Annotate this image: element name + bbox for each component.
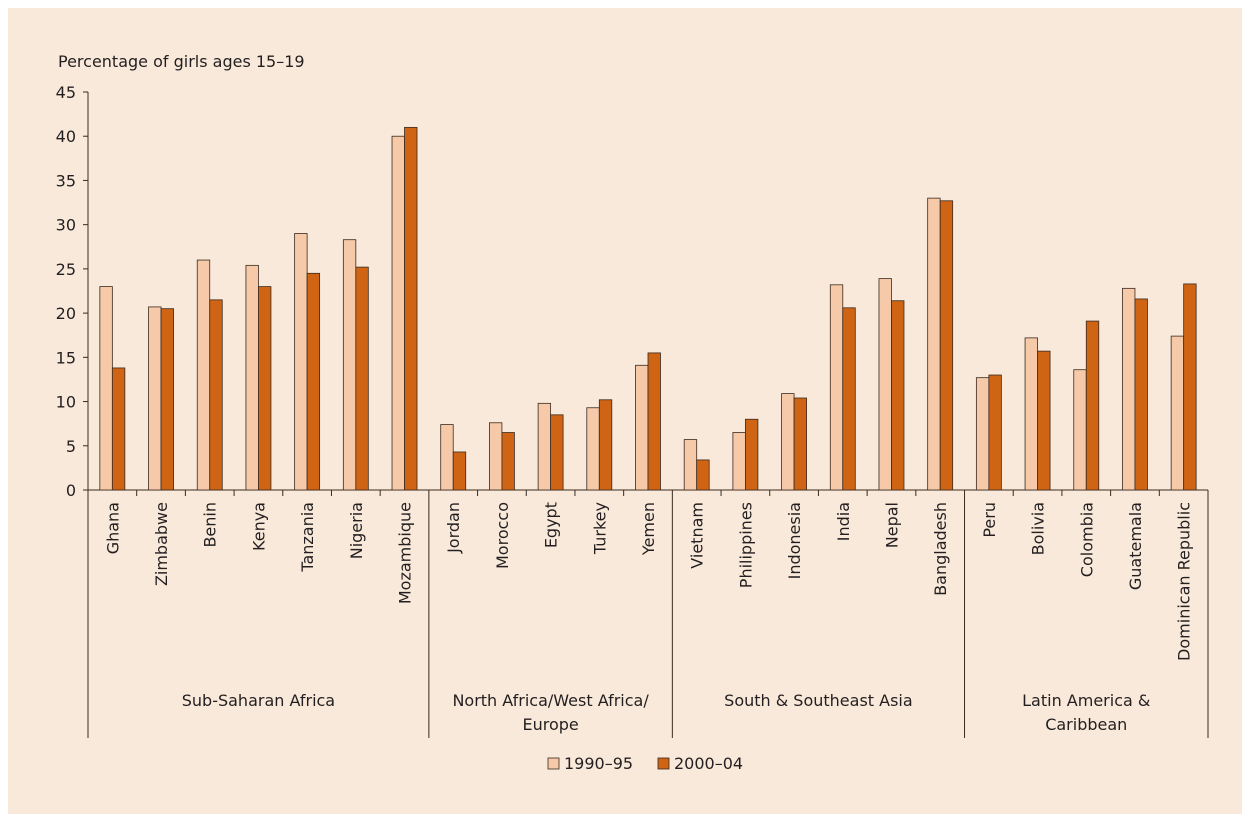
bar-1990-95 bbox=[1024, 337, 1038, 491]
category-label: Mozambique bbox=[396, 502, 415, 604]
bar-1990-95 bbox=[148, 306, 162, 491]
category-label: Nepal bbox=[882, 502, 901, 548]
category-label: Vietnam bbox=[688, 502, 707, 569]
bar-2000-04 bbox=[1085, 320, 1100, 491]
bar-1990-95 bbox=[975, 377, 990, 491]
bar-2000-04 bbox=[842, 307, 856, 491]
bar-1990-95 bbox=[586, 407, 600, 491]
y-tick-label: 0 bbox=[66, 481, 76, 500]
category-label: Turkey bbox=[590, 502, 609, 555]
bar-2000-04 bbox=[696, 459, 710, 491]
bar-1990-95 bbox=[391, 135, 405, 491]
bar-2000-04 bbox=[404, 126, 418, 491]
bar-2000-04 bbox=[355, 266, 369, 491]
legend-swatch bbox=[547, 757, 560, 770]
category-label: Ghana bbox=[103, 502, 122, 554]
category-label: Zimbabwe bbox=[152, 502, 171, 586]
y-tick-label: 35 bbox=[56, 171, 76, 190]
y-tick-label: 10 bbox=[56, 393, 76, 412]
bar-2000-04 bbox=[550, 414, 564, 491]
bar-2000-04 bbox=[452, 451, 467, 491]
bar-2000-04 bbox=[598, 399, 613, 491]
bar-1990-95 bbox=[1170, 335, 1185, 491]
bar-1990-95 bbox=[537, 402, 552, 491]
category-label: Tanzania bbox=[298, 502, 317, 573]
group-label: Sub-Saharan Africa bbox=[182, 691, 335, 710]
category-label: India bbox=[834, 502, 853, 541]
y-tick-label: 20 bbox=[56, 304, 76, 323]
bar-2000-04 bbox=[1134, 298, 1148, 491]
y-tick-label: 25 bbox=[56, 260, 76, 279]
bar-1990-95 bbox=[196, 259, 211, 491]
bar-1990-95 bbox=[732, 432, 746, 491]
bar-1990-95 bbox=[635, 364, 649, 491]
bar-2000-04 bbox=[1037, 350, 1051, 491]
bar-1990-95 bbox=[1073, 369, 1087, 491]
bar-1990-95 bbox=[829, 284, 844, 491]
bar-1990-95 bbox=[245, 264, 259, 491]
bar-1990-95 bbox=[99, 286, 113, 491]
bar-2000-04 bbox=[160, 308, 174, 491]
bar-1990-95 bbox=[1122, 287, 1136, 491]
y-tick-label: 30 bbox=[56, 216, 76, 235]
chart-panel: Percentage of girls ages 15–19 0 5 10 15 20 2… bbox=[8, 8, 1242, 814]
bar-2000-04 bbox=[1183, 283, 1197, 491]
category-label: Indonesia bbox=[785, 502, 804, 579]
bar-1990-95 bbox=[294, 233, 308, 491]
category-label: Bangladesh bbox=[931, 502, 950, 596]
category-label: Nigeria bbox=[347, 502, 366, 559]
bar-2000-04 bbox=[891, 300, 905, 491]
group-label: Latin America & Caribbean bbox=[1022, 691, 1150, 734]
bar-1990-95 bbox=[440, 424, 454, 491]
legend-label: 2000–04 bbox=[674, 754, 743, 773]
category-label: Philippines bbox=[736, 502, 755, 588]
category-label: Jordan bbox=[444, 502, 463, 554]
bar-1990-95 bbox=[781, 393, 795, 491]
bar-1990-95 bbox=[342, 239, 357, 491]
category-label: Yemen bbox=[639, 502, 658, 556]
bar-2000-04 bbox=[988, 374, 1002, 491]
category-label: Peru bbox=[980, 502, 999, 538]
bar-2000-04 bbox=[793, 397, 807, 491]
category-label: Morocco bbox=[493, 502, 512, 569]
group-label: South & Southeast Asia bbox=[724, 691, 913, 710]
category-label: Bolivia bbox=[1029, 502, 1048, 555]
category-label: Kenya bbox=[249, 502, 268, 551]
bar-2000-04 bbox=[647, 352, 661, 491]
bar-2000-04 bbox=[744, 418, 759, 491]
bar-1990-95 bbox=[927, 197, 941, 491]
y-tick-label: 5 bbox=[66, 437, 76, 456]
bar-2000-04 bbox=[939, 200, 954, 491]
category-label: Egypt bbox=[542, 502, 561, 548]
legend-swatch bbox=[657, 757, 670, 770]
category-label: Dominican Republic bbox=[1175, 502, 1194, 661]
group-label: North Africa/West Africa/Europe bbox=[452, 691, 649, 734]
bar-1990-95 bbox=[878, 278, 892, 491]
y-tick-label: 40 bbox=[56, 127, 76, 146]
y-axis-label: Percentage of girls ages 15–19 bbox=[58, 52, 305, 71]
bar-2000-04 bbox=[209, 299, 223, 491]
bar-2000-04 bbox=[111, 367, 126, 491]
category-label: Colombia bbox=[1077, 502, 1096, 577]
bar-2000-04 bbox=[501, 432, 515, 491]
bar-chart: Percentage of girls ages 15–19 0 5 10 15 20 2… bbox=[56, 52, 1209, 773]
bar-1990-95 bbox=[683, 439, 698, 491]
category-label: Guatemala bbox=[1126, 502, 1145, 590]
y-tick-label: 15 bbox=[56, 348, 76, 367]
legend-label: 1990–95 bbox=[564, 754, 633, 773]
y-tick-label: 45 bbox=[56, 83, 76, 102]
category-label: Benin bbox=[201, 502, 220, 548]
bar-2000-04 bbox=[258, 286, 272, 491]
bar-2000-04 bbox=[306, 272, 321, 491]
bar-1990-95 bbox=[489, 422, 503, 491]
